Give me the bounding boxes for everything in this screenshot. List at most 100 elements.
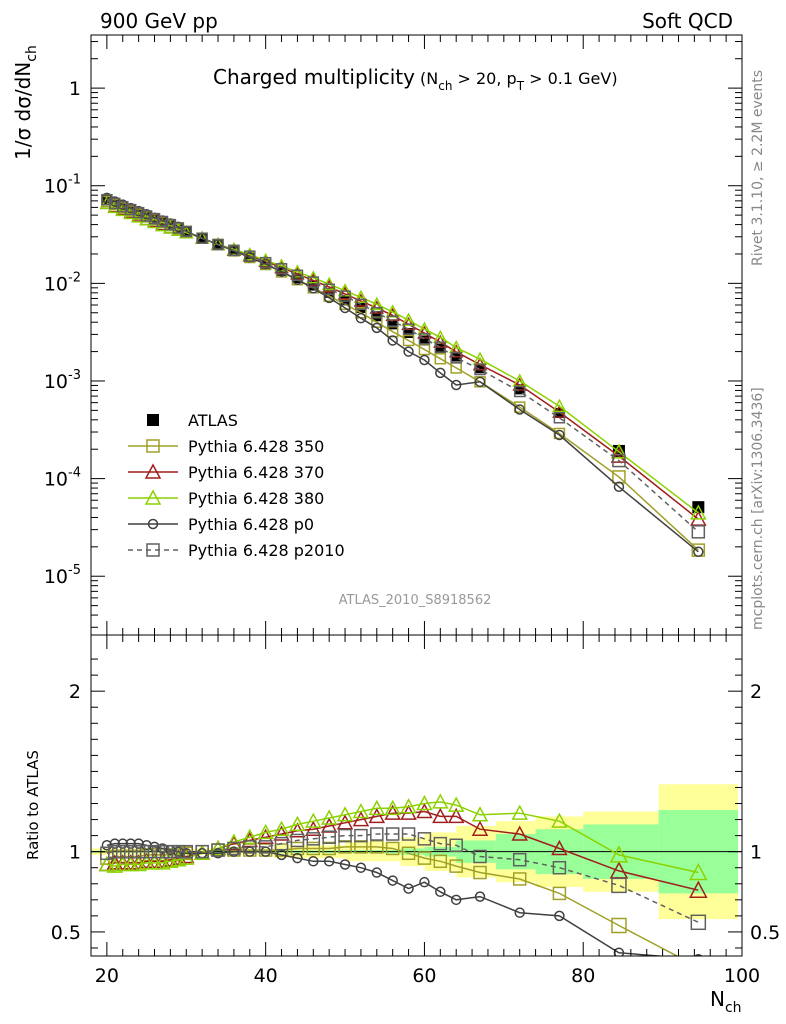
ratio-series-pythia-6-428-370 — [98, 802, 708, 898]
mcplots-label: mcplots.cern.ch [arXiv:1306.3436] — [750, 387, 766, 630]
y-tick-label: 10-4 — [44, 466, 81, 491]
ratio-point-pythia-6-428-370 — [146, 852, 163, 869]
data-point-pythia-6-428-p0 — [693, 546, 704, 558]
ratio-point-pythia-6-428-380 — [471, 806, 489, 822]
data-point-pythia-6-428-p0 — [450, 379, 462, 391]
ratio-point-pythia-6-428-p0 — [228, 846, 240, 857]
data-point-atlas — [340, 295, 351, 306]
ratio-point-pythia-6-428-370 — [368, 807, 386, 824]
data-point-pythia-6-428-p2010 — [164, 218, 177, 231]
data-point-pythia-6-428-380 — [552, 398, 567, 413]
legend-label-pythia-6-428-p0: Pythia 6.428 p0 — [188, 515, 314, 534]
data-point-atlas — [165, 219, 176, 230]
data-point-pythia-6-428-370 — [321, 279, 337, 293]
legend-marker-atlas — [147, 414, 159, 426]
legend-item-pythia-6-428-370: Pythia 6.428 370 — [128, 463, 324, 482]
ratio-point-pythia-6-428-380 — [209, 839, 227, 856]
ratio-point-pythia-6-428-p0 — [260, 846, 271, 857]
data-point-pythia-6-428-p0 — [554, 429, 565, 441]
ratio-point-pythia-6-428-370 — [384, 804, 401, 820]
data-point-pythia-6-428-380 — [369, 296, 385, 311]
data-point-atlas — [435, 343, 446, 354]
data-point-pythia-6-428-p2010 — [244, 250, 256, 262]
data-point-pythia-6-428-p0 — [308, 283, 319, 294]
y-tick-label-left: 0.5 — [51, 922, 81, 944]
data-point-atlas — [101, 194, 112, 205]
data-point-pythia-6-428-380 — [610, 443, 628, 459]
ratio-point-pythia-6-428-p0 — [474, 891, 486, 902]
ratio-point-pythia-6-428-370 — [352, 810, 370, 827]
data-point-pythia-6-428-380 — [401, 312, 416, 326]
data-point-pythia-6-428-370 — [306, 272, 321, 287]
data-point-pythia-6-428-p2010 — [101, 193, 113, 206]
ratio-point-pythia-6-428-p2010 — [290, 833, 305, 848]
ratio-point-pythia-6-428-370 — [320, 817, 338, 833]
legend-item-atlas: ATLAS — [147, 411, 238, 430]
ratio-point-pythia-6-428-p0 — [292, 852, 303, 864]
data-point-pythia-6-428-p2010 — [275, 263, 288, 275]
ratio-point-pythia-6-428-p2010 — [401, 827, 416, 841]
data-point-pythia-6-428-p2010 — [140, 210, 153, 222]
ratio-point-pythia-6-428-370 — [416, 802, 433, 819]
ratio-point-pythia-6-428-p2010 — [417, 832, 432, 846]
ratio-series-pythia-6-428-p0 — [101, 838, 703, 956]
data-point-pythia-6-428-p2010 — [172, 222, 185, 234]
data-point-pythia-6-428-p2010 — [228, 244, 240, 257]
ratio-point-pythia-6-428-p0 — [125, 838, 136, 849]
legend-item-pythia-6-428-380: Pythia 6.428 380 — [128, 489, 324, 508]
analysis-tag: ATLAS_2010_S8918562 — [339, 593, 492, 608]
data-point-pythia-6-428-370 — [610, 447, 628, 463]
data-point-pythia-6-428-p2010 — [434, 341, 447, 353]
ratio-point-pythia-6-428-370 — [447, 807, 465, 824]
ratio-point-pythia-6-428-p0 — [613, 947, 625, 956]
data-point-pythia-6-428-p0 — [371, 322, 383, 334]
ratio-point-pythia-6-428-p2010 — [306, 832, 321, 846]
ratio-point-pythia-6-428-p2010 — [433, 836, 448, 851]
ratio-point-pythia-6-428-370 — [106, 854, 124, 870]
ratio-point-pythia-6-428-p2010 — [690, 914, 707, 931]
ratio-point-pythia-6-428-p2010 — [338, 828, 352, 843]
data-point-pythia-6-428-p2010 — [307, 276, 320, 288]
data-point-pythia-6-428-p2010 — [339, 290, 351, 302]
main-y-axis-label: 1/σ dσ/dNch — [11, 45, 40, 160]
ratio-point-pythia-6-428-370 — [432, 807, 449, 824]
ratio-point-pythia-6-428-370 — [257, 828, 274, 844]
ratio-point-pythia-6-428-350 — [306, 841, 321, 856]
data-point-atlas — [109, 198, 120, 209]
legend-item-pythia-6-428-p0: Pythia 6.428 p0 — [128, 515, 314, 534]
ratio-point-pythia-6-428-p2010 — [179, 844, 194, 859]
legend-marker-pythia-6-428-p0 — [147, 518, 159, 530]
data-point-pythia-6-428-p2010 — [386, 315, 399, 327]
ratio-point-pythia-6-428-350 — [691, 960, 705, 974]
data-point-pythia-6-428-p0 — [514, 404, 525, 415]
ratio-point-pythia-6-428-p0 — [117, 838, 129, 849]
data-point-pythia-6-428-p2010 — [148, 212, 161, 225]
data-point-atlas — [419, 335, 430, 346]
ratio-point-pythia-6-428-350 — [322, 841, 336, 856]
legend-label-atlas: ATLAS — [188, 411, 238, 430]
legend-marker-pythia-6-428-350 — [146, 439, 160, 453]
ratio-point-pythia-6-428-p2010 — [243, 840, 257, 854]
data-point-atlas — [403, 328, 414, 339]
ratio-point-pythia-6-428-380 — [368, 799, 386, 816]
data-point-pythia-6-428-p2010 — [196, 232, 208, 244]
data-point-atlas — [387, 319, 398, 330]
data-point-pythia-6-428-p2010 — [691, 525, 706, 539]
data-point-pythia-6-428-p2010 — [117, 200, 129, 213]
legend-label-pythia-6-428-350: Pythia 6.428 350 — [188, 437, 324, 456]
y-tick-label-right: 2 — [750, 681, 762, 703]
ratio-point-pythia-6-428-380 — [689, 862, 708, 881]
series-pythia-6-428-p2010 — [101, 193, 706, 539]
data-point-atlas — [149, 213, 160, 224]
data-point-pythia-6-428-p2010 — [418, 333, 431, 345]
ratio-point-pythia-6-428-370 — [138, 852, 155, 869]
ratio-point-pythia-6-428-p2010 — [139, 844, 154, 859]
ratio-point-pythia-6-428-p0 — [212, 848, 224, 859]
data-point-pythia-6-428-p2010 — [259, 256, 272, 269]
ratio-point-pythia-6-428-p0 — [355, 862, 367, 873]
data-point-pythia-6-428-p0 — [387, 335, 398, 346]
data-point-atlas — [133, 207, 144, 218]
ratio-point-pythia-6-428-370 — [471, 820, 489, 836]
ratio-point-pythia-6-428-p2010 — [108, 844, 122, 859]
main-panel: 10-5 10-4 10-3 10-2 10-1 1 Charged multiplici… — [11, 34, 743, 636]
